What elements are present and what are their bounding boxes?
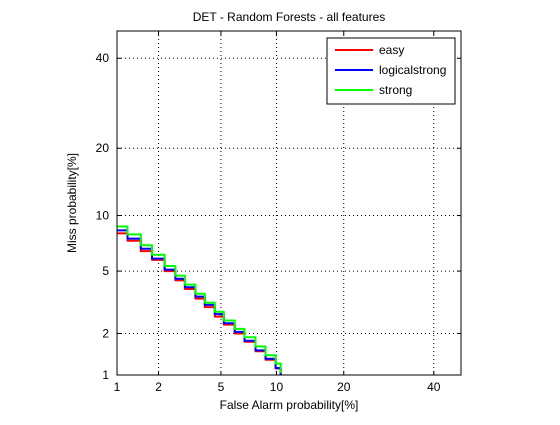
- series-line-strong: [117, 225, 282, 374]
- y-tick-label: 1: [102, 368, 109, 382]
- x-axis-title: False Alarm probability[%]: [220, 398, 359, 412]
- y-tick-label: 20: [96, 141, 110, 155]
- x-tick-label: 1: [114, 380, 121, 394]
- x-tick-label: 5: [218, 380, 225, 394]
- x-tick-label: 10: [270, 380, 284, 394]
- plot-frame: [116, 30, 462, 376]
- x-tick-label: 2: [155, 380, 162, 394]
- y-tick-label: 40: [96, 51, 110, 65]
- grid-lines: [117, 31, 461, 375]
- legend-label-easy: easy: [379, 43, 404, 57]
- y-tick-label: 10: [96, 209, 110, 223]
- series-lines: [117, 225, 282, 375]
- x-tick-label: 40: [427, 380, 441, 394]
- chart-title: DET - Random Forests - all features: [193, 10, 386, 24]
- legend: easy logicalstrong strong: [326, 37, 456, 105]
- x-tick-label: 20: [337, 380, 351, 394]
- legend-label-logicalstrong: logicalstrong: [379, 63, 446, 77]
- y-axis-title: Miss probability[%]: [65, 153, 79, 253]
- legend-label-strong: strong: [379, 83, 412, 97]
- y-tick-label: 5: [102, 264, 109, 278]
- y-tick-label: 2: [102, 326, 109, 340]
